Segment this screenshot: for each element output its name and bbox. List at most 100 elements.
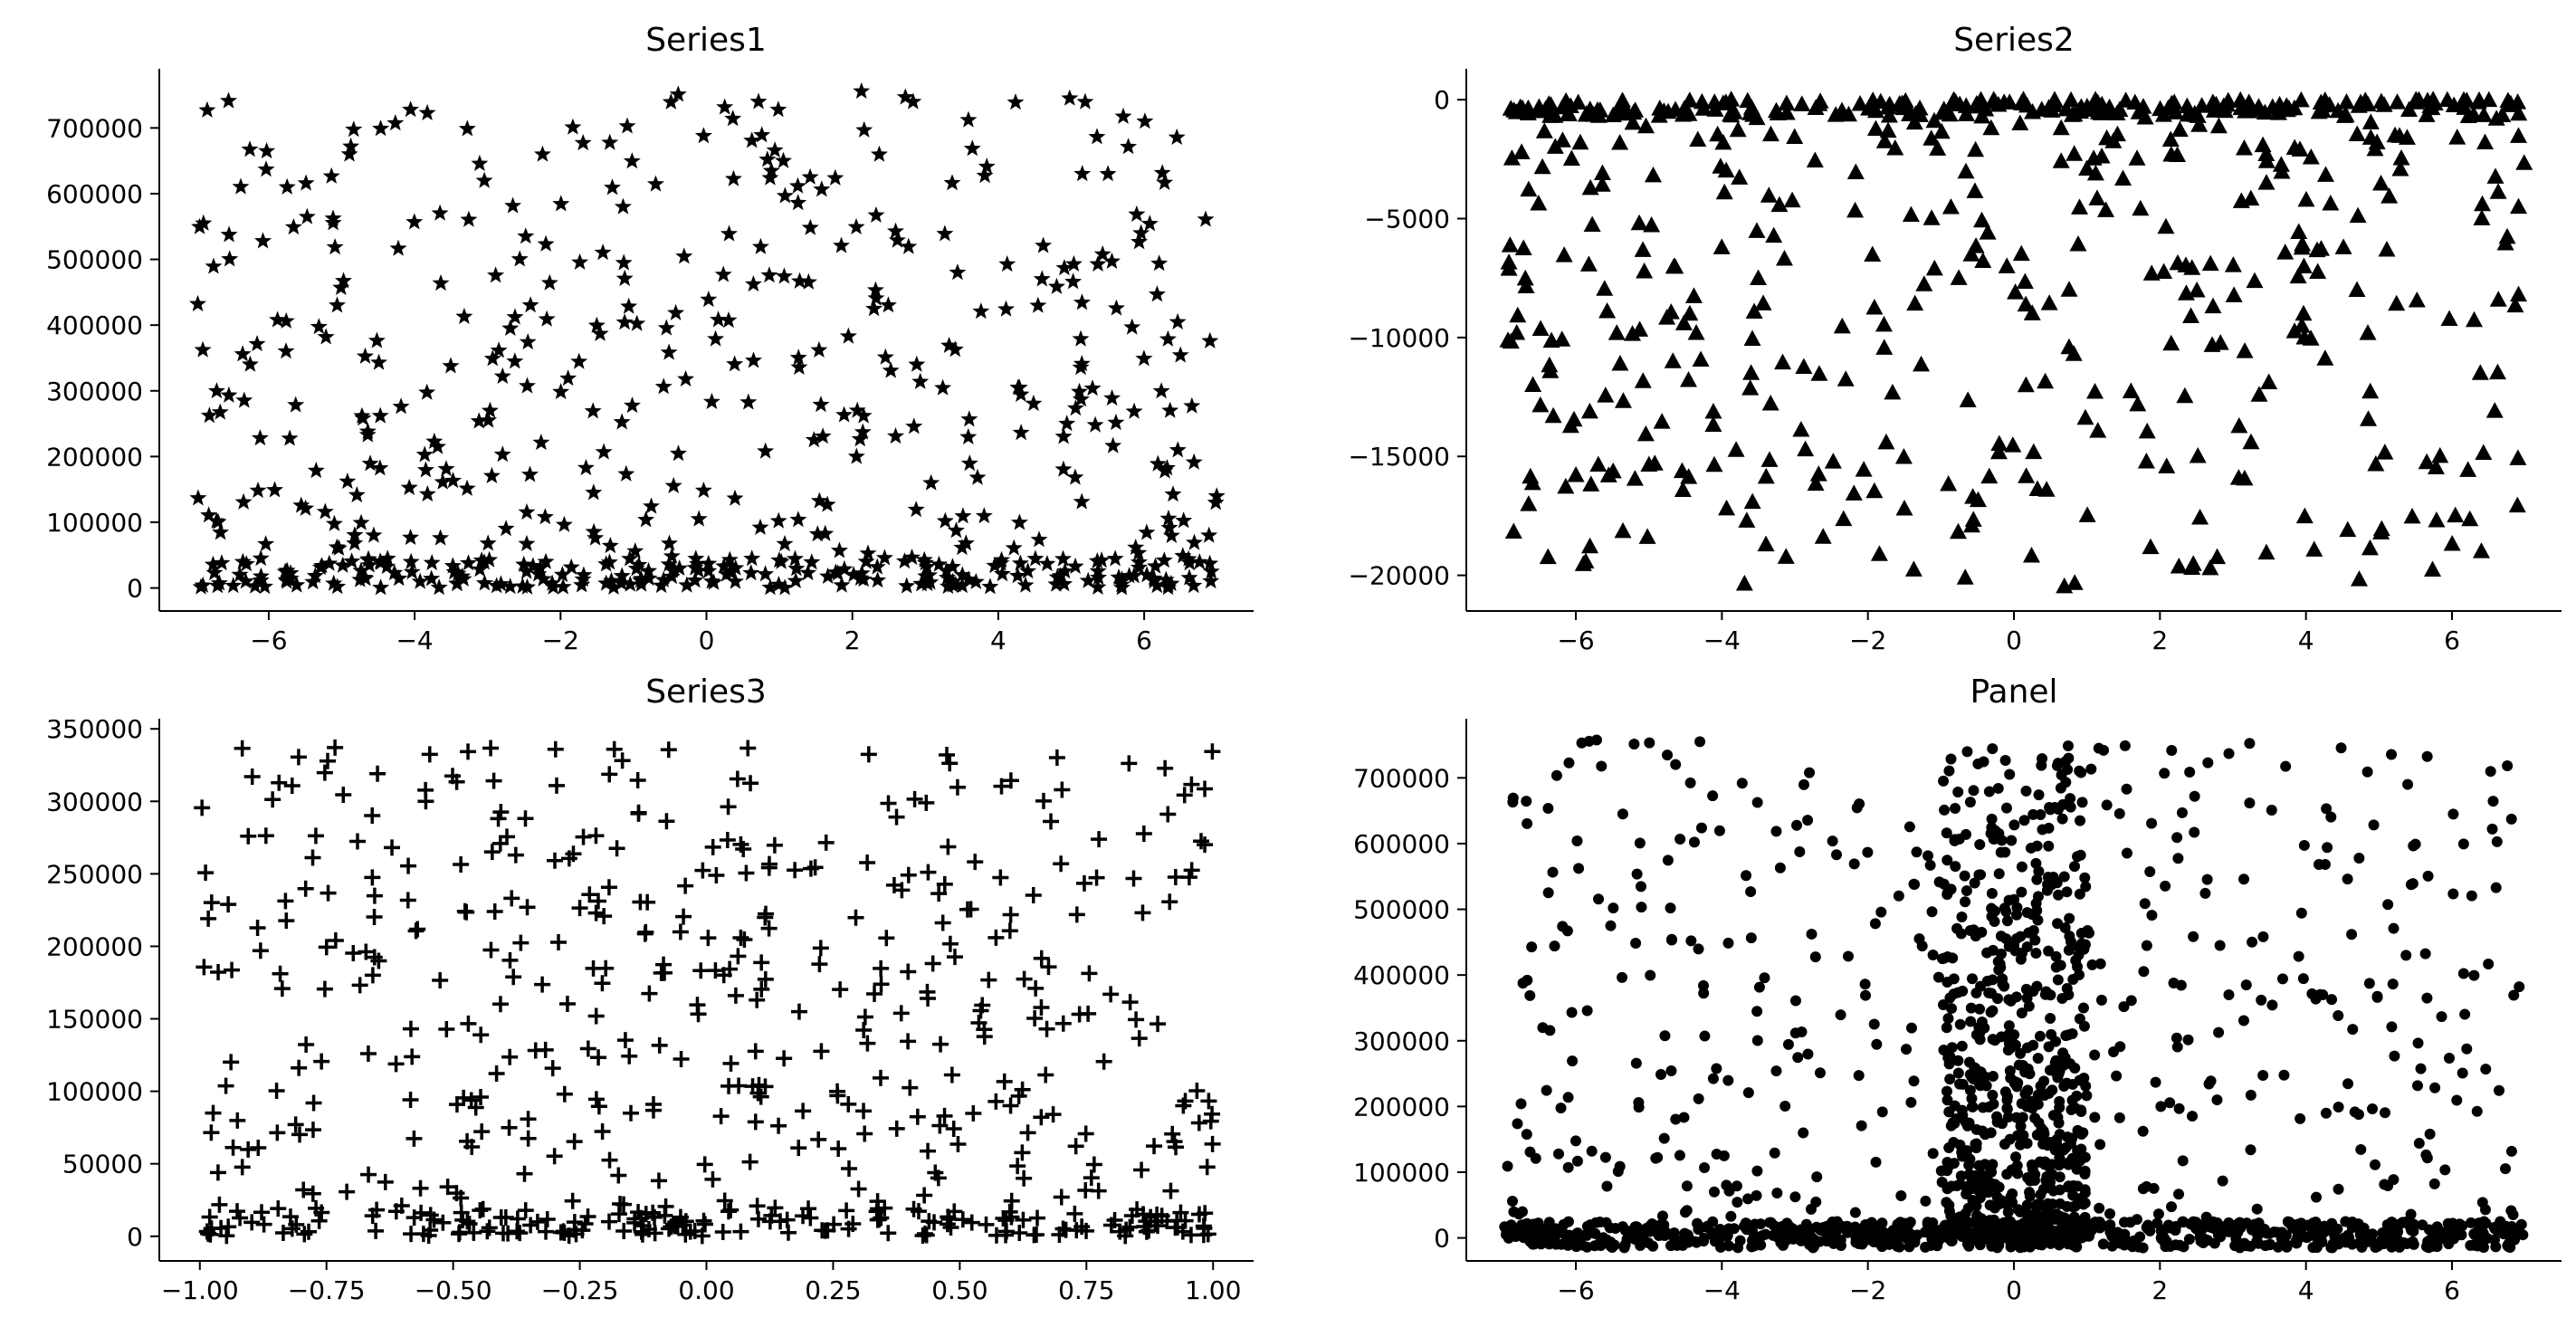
data-point bbox=[1567, 466, 1585, 482]
data-point bbox=[2063, 752, 2075, 764]
data-point bbox=[422, 1207, 439, 1224]
y-tick-label: −20000 bbox=[1348, 561, 1450, 591]
data-point bbox=[1961, 828, 1972, 840]
data-point bbox=[1908, 1075, 1920, 1087]
data-point bbox=[729, 770, 746, 788]
data-point bbox=[707, 962, 724, 979]
data-point bbox=[503, 890, 520, 907]
x-tick-label: 4 bbox=[2298, 1275, 2314, 1305]
data-point bbox=[802, 1209, 819, 1227]
data-point bbox=[2311, 1191, 2323, 1203]
data-point bbox=[2169, 253, 2187, 271]
data-point bbox=[1806, 928, 1818, 940]
data-point bbox=[1541, 356, 1559, 373]
data-point bbox=[1650, 1152, 1662, 1164]
data-point bbox=[840, 1220, 857, 1237]
data-point bbox=[2104, 1208, 2116, 1219]
data-point bbox=[2166, 1201, 2178, 1213]
data-point bbox=[232, 177, 250, 195]
data-point bbox=[1959, 391, 1977, 407]
data-point bbox=[920, 1142, 937, 1160]
data-point bbox=[221, 250, 239, 267]
data-point bbox=[1967, 140, 1985, 158]
data-point bbox=[987, 1227, 1005, 1244]
data-point bbox=[1201, 331, 1219, 348]
data-point bbox=[1133, 1161, 1150, 1179]
data-point bbox=[1714, 94, 1732, 110]
data-point bbox=[1684, 287, 1703, 303]
data-point bbox=[1941, 1022, 1952, 1034]
data-point bbox=[2173, 1103, 2185, 1114]
data-point bbox=[1175, 511, 1193, 529]
data-point bbox=[2348, 125, 2366, 142]
data-point bbox=[776, 535, 794, 552]
data-point bbox=[641, 985, 658, 1002]
data-point bbox=[1102, 986, 1120, 1003]
data-point bbox=[2278, 1069, 2290, 1081]
data-point bbox=[1961, 1120, 1973, 1131]
data-point bbox=[1913, 933, 1925, 945]
data-point bbox=[1684, 777, 1696, 788]
data-point bbox=[920, 864, 937, 881]
data-point bbox=[2177, 1155, 2189, 1167]
data-point bbox=[903, 549, 921, 566]
data-point bbox=[672, 923, 689, 940]
data-point bbox=[497, 520, 515, 537]
data-point bbox=[371, 552, 389, 569]
data-point bbox=[537, 552, 555, 569]
data-point bbox=[418, 383, 436, 400]
data-point bbox=[421, 746, 438, 763]
data-point bbox=[197, 864, 215, 882]
data-point bbox=[830, 1140, 847, 1157]
data-point bbox=[1886, 1226, 1898, 1237]
data-point bbox=[1077, 1125, 1094, 1142]
data-point bbox=[439, 1179, 456, 1196]
data-point bbox=[402, 100, 420, 118]
data-point bbox=[1993, 1218, 2005, 1230]
data-point bbox=[1802, 815, 1814, 826]
data-point bbox=[2001, 1169, 2013, 1180]
data-point bbox=[2360, 410, 2378, 426]
x-tick-label: 2 bbox=[2151, 1275, 2168, 1305]
data-points bbox=[1499, 734, 2529, 1254]
data-point bbox=[1946, 1180, 1958, 1192]
data-point bbox=[479, 534, 497, 551]
data-point bbox=[1581, 1005, 1593, 1017]
data-point bbox=[2058, 1081, 2070, 1093]
data-point bbox=[2257, 152, 2275, 168]
data-point bbox=[2079, 872, 2091, 883]
data-point bbox=[934, 914, 951, 931]
data-point bbox=[1637, 117, 1655, 134]
data-point bbox=[707, 329, 725, 347]
x-tick-label: 0.00 bbox=[678, 1275, 734, 1305]
data-point bbox=[1530, 1152, 1541, 1164]
data-point bbox=[2405, 1224, 2417, 1236]
data-point bbox=[490, 810, 507, 827]
data-point bbox=[2159, 768, 2171, 779]
data-point bbox=[2022, 1172, 2034, 1184]
data-point bbox=[2280, 760, 2292, 772]
data-point bbox=[1596, 280, 1614, 296]
data-point bbox=[1035, 792, 1052, 809]
data-point bbox=[2089, 1217, 2101, 1228]
data-point bbox=[1974, 252, 1992, 268]
data-point bbox=[690, 1006, 707, 1023]
data-point bbox=[564, 1192, 581, 1209]
data-point bbox=[1093, 245, 1111, 263]
data-point bbox=[1741, 1224, 1752, 1236]
data-point bbox=[2187, 1111, 2199, 1122]
data-point bbox=[402, 529, 420, 545]
data-point bbox=[2480, 1064, 2492, 1075]
data-point bbox=[1754, 294, 1772, 310]
data-point bbox=[2266, 999, 2278, 1011]
data-point bbox=[963, 139, 981, 157]
data-point bbox=[1071, 382, 1088, 399]
data-point bbox=[1614, 1160, 1626, 1172]
data-point bbox=[1955, 1170, 1967, 1182]
data-point bbox=[953, 539, 971, 556]
data-point bbox=[2078, 159, 2096, 177]
data-point bbox=[2015, 1047, 2027, 1059]
data-point bbox=[1952, 787, 1964, 798]
data-point bbox=[1975, 869, 1987, 881]
data-point bbox=[996, 1073, 1013, 1090]
